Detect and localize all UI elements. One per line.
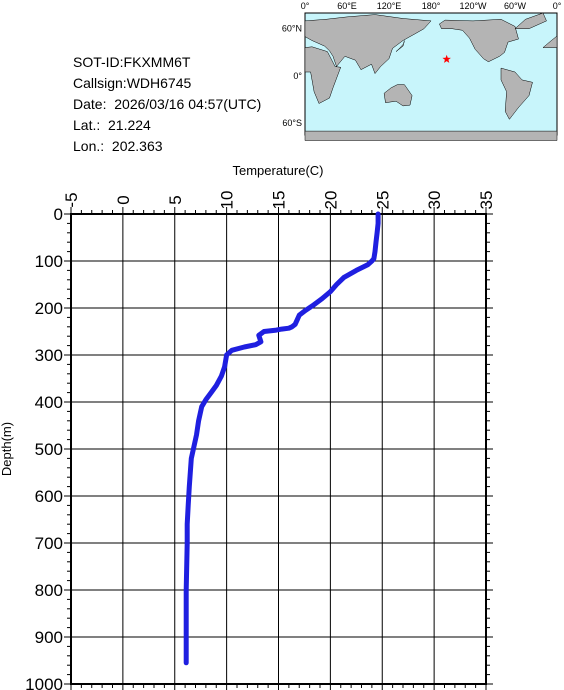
map-lon-label: 0°: [301, 1, 310, 11]
longitude-text: Lon.: 202.363: [73, 138, 163, 154]
y-tick-label: 700: [35, 534, 63, 553]
sot-id-text: SOT-ID:FKXMM6T: [73, 54, 191, 70]
float-info-panel: SOT-ID:FKXMM6T Callsign:WDH6745 Date: 20…: [73, 52, 261, 157]
location-map: 0° 60°E 120°E 180° 120°W 60°W 0° 60°N 0° 60°S: [282, 1, 562, 141]
land-shape: [304, 130, 558, 141]
x-axis-label: Temperature(C): [232, 163, 323, 178]
callsign-text: Callsign:WDH6745: [73, 75, 192, 91]
map-lon-label: 120°W: [459, 1, 487, 11]
map-lon-label: 60°W: [504, 1, 527, 11]
map-land: [304, 12, 558, 141]
land-shape: [395, 40, 405, 52]
y-tick-label: 500: [35, 440, 63, 459]
map-labels: 0° 60°E 120°E 180° 120°W 60°W 0° 60°N 0° 60°S: [282, 1, 562, 128]
y-tick-label: 100: [35, 252, 63, 271]
map-lon-label: 120°E: [377, 1, 402, 11]
x-tick-label: 35: [477, 191, 496, 210]
map-lon-label: 60°E: [337, 1, 357, 11]
y-tick-label: 800: [35, 581, 63, 600]
temperature-profile-line: [183, 211, 381, 666]
land-shape: [542, 36, 558, 48]
x-tick-label: 25: [373, 191, 392, 210]
x-tick-label: 30: [425, 191, 444, 210]
map-lon-label: 180°: [422, 1, 441, 11]
y-tick-label: 300: [35, 346, 63, 365]
land-shape: [383, 84, 413, 107]
x-tick-label: 5: [166, 195, 185, 204]
y-tick-label: 600: [35, 487, 63, 506]
land-shape: [514, 12, 547, 29]
land-shape: [439, 19, 519, 63]
map-lon-label: 0°: [553, 1, 562, 11]
x-tick-label: 15: [270, 191, 289, 210]
map-lat-label: 60°S: [282, 118, 302, 128]
minor-ticks: [64, 207, 493, 690]
star-marker: [442, 54, 451, 63]
land-shape: [304, 46, 342, 104]
y-axis-label: Depth(m): [0, 422, 14, 476]
x-tick-label: -5: [62, 192, 81, 207]
y-tick-label: 200: [35, 299, 63, 318]
y-tick-labels: 0 100 200 300 400 500 600 700 800 900 1000: [25, 205, 63, 690]
x-tick-label: 0: [114, 195, 133, 204]
map-lat-label: 0°: [293, 71, 302, 81]
location-marker-icon: [442, 54, 451, 63]
land-shape: [304, 14, 432, 75]
x-tick-labels: -5 0 5 10 15 20 25 30 35: [62, 191, 496, 210]
date-text: Date: 2026/03/16 04:57(UTC): [73, 96, 262, 112]
land-shape: [500, 67, 533, 120]
y-tick-label: 400: [35, 393, 63, 412]
chart-grid: [71, 214, 486, 684]
map-lat-label: 60°N: [282, 24, 302, 34]
temperature-profile-series: [183, 211, 381, 666]
x-tick-label: 20: [321, 191, 340, 210]
y-tick-label: 900: [35, 628, 63, 647]
x-tick-label: 10: [218, 191, 237, 210]
y-tick-label: 1000: [25, 675, 63, 690]
y-tick-label: 0: [54, 205, 63, 224]
latitude-text: Lat.: 21.224: [73, 117, 151, 133]
